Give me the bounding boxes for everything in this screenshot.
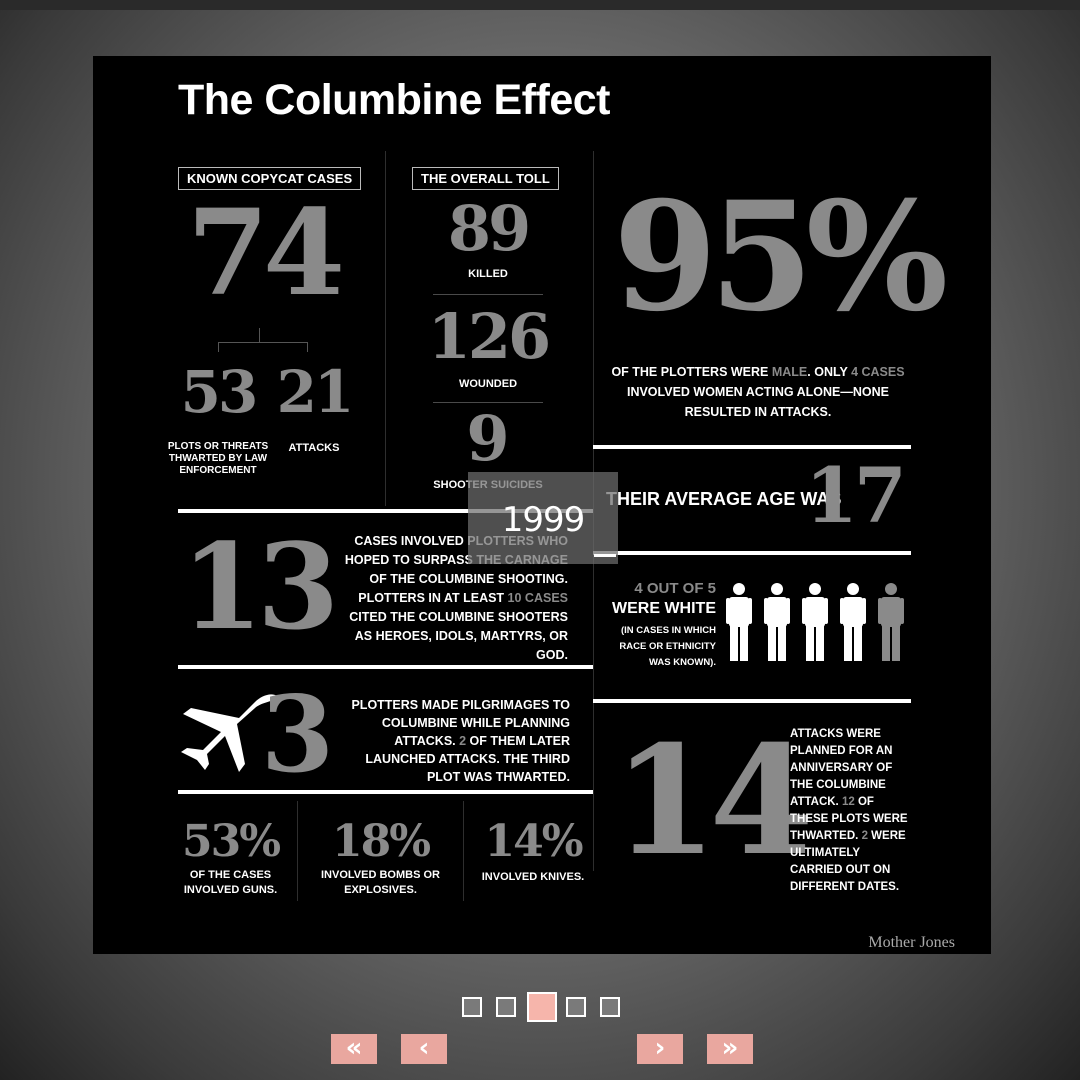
rule-male: [593, 445, 911, 449]
rule-toll: [178, 509, 593, 513]
pager-dot-5[interactable]: [600, 997, 620, 1017]
knives-label: INVOLVED KNIVES.: [481, 871, 585, 883]
next-slide-button[interactable]: ›: [637, 1034, 683, 1064]
bombs-percent: 18%: [331, 816, 431, 867]
divider-w2: [463, 801, 464, 901]
divider-v1: [385, 151, 386, 506]
first-slide-button[interactable]: «: [331, 1034, 377, 1064]
pager-dot-1[interactable]: [462, 997, 482, 1017]
toll-rule-2: [433, 402, 543, 403]
white-mid: WERE WHITE: [612, 600, 716, 617]
airplane-icon: [181, 694, 278, 772]
age-text: THEIR AVERAGE AGE WAS: [606, 489, 842, 509]
guns-label: OF THE CASES INVOLVED GUNS.: [183, 869, 278, 896]
rule-white: [593, 699, 911, 703]
pilgrim-number: 3: [261, 672, 335, 796]
year-underline: [594, 554, 616, 557]
person-icon: [726, 583, 752, 661]
surpass-number: 13: [181, 517, 339, 656]
infographic-title: The Columbine Effect: [178, 76, 610, 124]
prev-slide-button[interactable]: ‹: [401, 1034, 447, 1064]
rule-pilgrim: [178, 790, 593, 794]
slide-pager: [0, 992, 1080, 1025]
white-top: 4 OUT OF 5: [634, 580, 716, 597]
white-note: (IN CASES IN WHICH RACE OR ETHNICITY WAS…: [619, 625, 716, 668]
pilgrim-text: PLOTTERS MADE PILGRIMAGES TO COLUMBINE W…: [351, 698, 570, 784]
person-icon: [802, 583, 828, 661]
thwarted-label: PLOTS OR THREATS THWARTED BY LAW ENFORCE…: [167, 441, 269, 476]
killed-count: 89: [447, 192, 531, 265]
male-text: OF THE PLOTTERS WERE MALE. ONLY 4 CASES …: [611, 365, 905, 419]
year-text: 1999: [501, 500, 586, 540]
killed-label: KILLED: [468, 268, 508, 280]
thwarted-count: 53: [180, 358, 259, 426]
anniversary-text: ATTACKS WERE PLANNED FOR AN ANNIVERSARY …: [790, 728, 908, 893]
age-number: 17: [805, 451, 907, 540]
year-caption: 1999: [468, 472, 618, 564]
pager-dot-2[interactable]: [496, 997, 516, 1017]
tree-stem: [259, 328, 260, 342]
person-icon: [878, 583, 904, 661]
wounded-count: 126: [427, 300, 551, 373]
rule-age: [593, 551, 911, 555]
attacks-label: ATTACKS: [288, 442, 340, 454]
person-icon: [840, 583, 866, 661]
guns-percent: 53%: [181, 816, 281, 867]
anniversary-number: 14: [613, 713, 814, 889]
pager-dot-3[interactable]: [527, 992, 557, 1022]
rule-surpass: [178, 665, 593, 669]
copycat-label: KNOWN COPYCAT CASES: [178, 167, 362, 190]
person-icon: [764, 583, 790, 661]
pager-dot-4[interactable]: [566, 997, 586, 1017]
knives-percent: 14%: [484, 816, 583, 867]
last-slide-button[interactable]: »: [707, 1034, 753, 1064]
copycat-total: 74: [186, 183, 345, 322]
suicides-count: 9: [466, 402, 510, 475]
credit-logo: Mother Jones: [868, 934, 955, 951]
tree-left: [218, 342, 219, 352]
divider-w1: [297, 801, 298, 901]
toll-label: THE OVERALL TOLL: [412, 167, 559, 190]
tree-right: [307, 342, 308, 352]
attacks-count: 21: [276, 358, 355, 426]
toll-rule-1: [433, 294, 543, 295]
wounded-label: WOUNDED: [458, 378, 518, 390]
tree-branch: [218, 342, 308, 343]
top-bar: [0, 0, 1080, 10]
slideshow-image: The Columbine Effect KNOWN COPYCAT CASES…: [93, 56, 991, 954]
bombs-label: INVOLVED BOMBS OR EXPLOSIVES.: [321, 869, 440, 896]
male-percent: 95%: [613, 169, 948, 345]
